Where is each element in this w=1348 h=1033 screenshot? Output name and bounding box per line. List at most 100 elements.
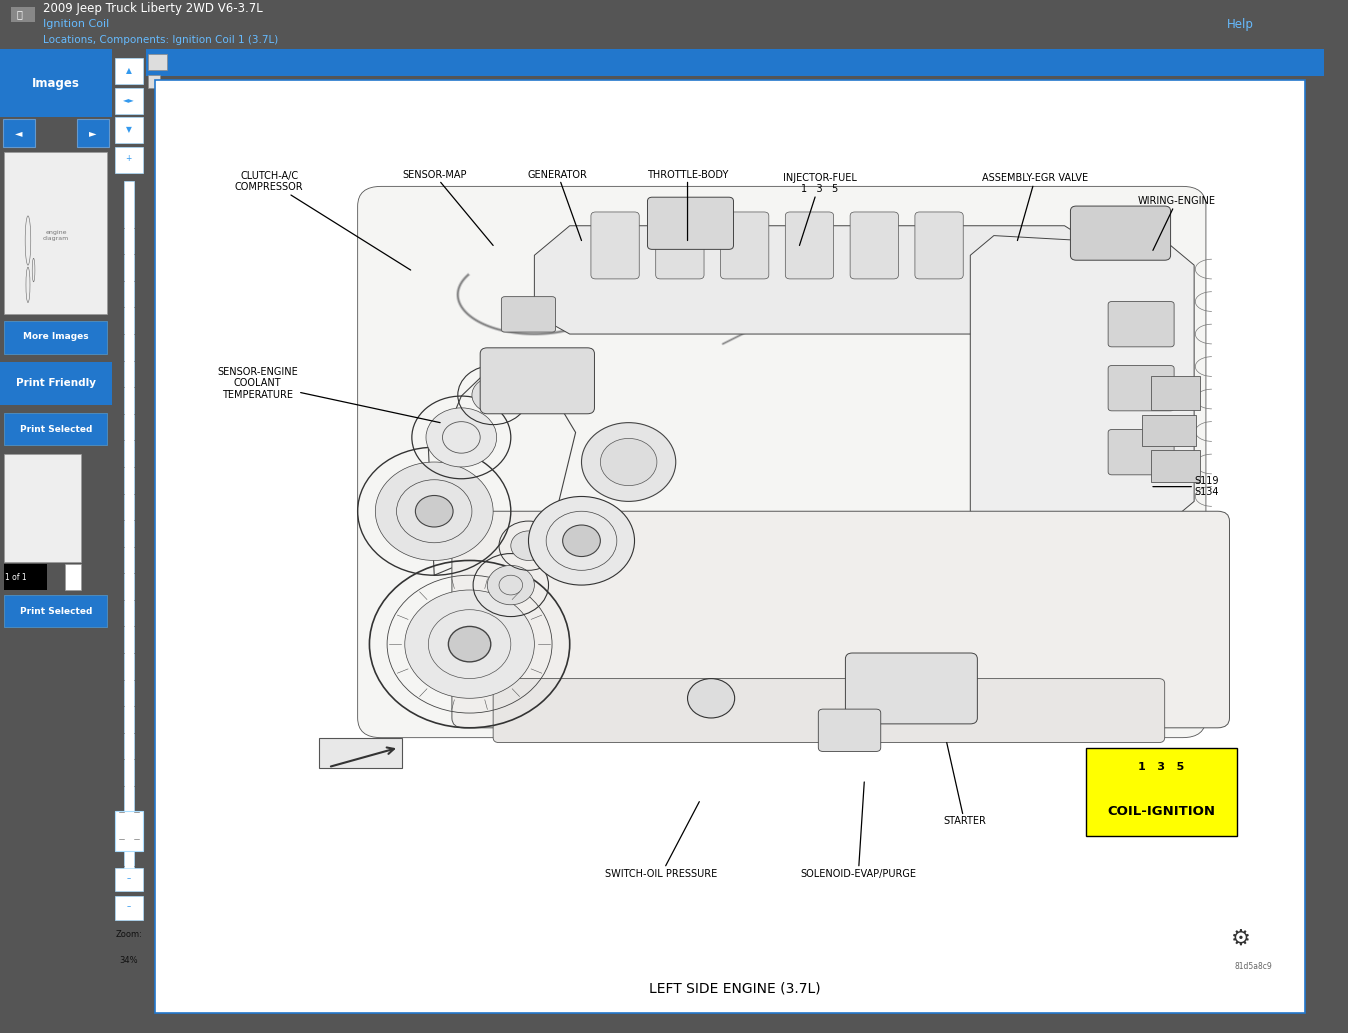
Text: Print Selected: Print Selected bbox=[20, 425, 92, 434]
Polygon shape bbox=[971, 236, 1194, 531]
FancyBboxPatch shape bbox=[357, 186, 1206, 738]
Circle shape bbox=[449, 626, 491, 662]
FancyBboxPatch shape bbox=[1151, 450, 1200, 481]
Text: Images: Images bbox=[32, 76, 80, 90]
FancyBboxPatch shape bbox=[4, 413, 108, 445]
FancyBboxPatch shape bbox=[11, 7, 35, 22]
FancyBboxPatch shape bbox=[115, 118, 143, 143]
Text: +: + bbox=[125, 154, 132, 163]
FancyBboxPatch shape bbox=[4, 595, 108, 627]
Text: 1   3   5: 1 3 5 bbox=[1138, 762, 1185, 773]
FancyBboxPatch shape bbox=[148, 75, 159, 88]
Text: Help: Help bbox=[1227, 18, 1254, 31]
FancyBboxPatch shape bbox=[115, 897, 143, 919]
Circle shape bbox=[487, 565, 534, 604]
FancyBboxPatch shape bbox=[318, 738, 403, 769]
FancyBboxPatch shape bbox=[1070, 206, 1170, 260]
Circle shape bbox=[562, 525, 600, 557]
Text: Print Friendly: Print Friendly bbox=[16, 378, 96, 388]
FancyBboxPatch shape bbox=[0, 362, 112, 405]
Circle shape bbox=[404, 590, 534, 698]
Text: More Images: More Images bbox=[23, 333, 89, 342]
Text: WIRING-ENGINE: WIRING-ENGINE bbox=[1138, 196, 1216, 250]
Text: Zoom:: Zoom: bbox=[116, 930, 142, 939]
FancyBboxPatch shape bbox=[647, 197, 733, 249]
Text: ASSEMBLY-EGR VALVE: ASSEMBLY-EGR VALVE bbox=[983, 174, 1088, 241]
FancyBboxPatch shape bbox=[1085, 748, 1236, 836]
Text: SENSOR-ENGINE
COOLANT
TEMPERATURE: SENSOR-ENGINE COOLANT TEMPERATURE bbox=[217, 367, 439, 422]
FancyBboxPatch shape bbox=[115, 868, 143, 891]
Text: 81d5a8c9: 81d5a8c9 bbox=[1235, 962, 1273, 971]
FancyBboxPatch shape bbox=[4, 455, 81, 562]
Text: LEFT SIDE ENGINE (3.7L): LEFT SIDE ENGINE (3.7L) bbox=[648, 981, 821, 996]
FancyBboxPatch shape bbox=[124, 182, 133, 871]
FancyBboxPatch shape bbox=[786, 212, 833, 279]
Circle shape bbox=[581, 422, 675, 501]
FancyBboxPatch shape bbox=[4, 321, 108, 353]
Text: engine
diagram: engine diagram bbox=[43, 230, 69, 241]
Text: CLUTCH-A/C
COMPRESSOR: CLUTCH-A/C COMPRESSOR bbox=[235, 170, 411, 270]
FancyBboxPatch shape bbox=[1108, 302, 1174, 347]
Text: –: – bbox=[127, 903, 131, 911]
Text: –: – bbox=[127, 874, 131, 883]
FancyBboxPatch shape bbox=[3, 120, 35, 147]
FancyBboxPatch shape bbox=[655, 212, 704, 279]
FancyBboxPatch shape bbox=[851, 212, 898, 279]
FancyBboxPatch shape bbox=[115, 59, 143, 84]
Text: 1 of 1: 1 of 1 bbox=[5, 572, 27, 582]
Text: INJECTOR-FUEL
1   3   5: INJECTOR-FUEL 1 3 5 bbox=[783, 173, 856, 246]
Circle shape bbox=[426, 408, 496, 467]
FancyBboxPatch shape bbox=[480, 348, 594, 414]
Circle shape bbox=[600, 438, 656, 486]
Text: STARTER: STARTER bbox=[944, 743, 985, 826]
Text: 34%: 34% bbox=[120, 956, 137, 965]
FancyBboxPatch shape bbox=[590, 212, 639, 279]
Circle shape bbox=[375, 462, 493, 561]
Text: ▲: ▲ bbox=[125, 66, 132, 74]
FancyBboxPatch shape bbox=[115, 147, 143, 173]
FancyBboxPatch shape bbox=[501, 296, 555, 332]
FancyBboxPatch shape bbox=[115, 812, 143, 851]
Text: 🚗: 🚗 bbox=[16, 9, 22, 20]
FancyBboxPatch shape bbox=[818, 709, 880, 751]
FancyBboxPatch shape bbox=[452, 511, 1229, 728]
Polygon shape bbox=[534, 226, 1112, 334]
Circle shape bbox=[415, 496, 453, 527]
Text: ▼: ▼ bbox=[125, 125, 132, 134]
FancyBboxPatch shape bbox=[77, 120, 109, 147]
FancyBboxPatch shape bbox=[155, 80, 1305, 1013]
Text: COIL-IGNITION: COIL-IGNITION bbox=[1107, 805, 1215, 818]
FancyBboxPatch shape bbox=[1151, 376, 1200, 410]
FancyBboxPatch shape bbox=[146, 49, 1324, 76]
FancyBboxPatch shape bbox=[115, 88, 143, 114]
FancyBboxPatch shape bbox=[493, 679, 1165, 743]
Text: ◄: ◄ bbox=[15, 128, 23, 138]
Text: THROTTLE-BODY: THROTTLE-BODY bbox=[647, 169, 728, 241]
Circle shape bbox=[687, 679, 735, 718]
FancyBboxPatch shape bbox=[4, 564, 47, 590]
FancyBboxPatch shape bbox=[148, 55, 167, 70]
FancyBboxPatch shape bbox=[1142, 415, 1197, 446]
Text: Print Selected: Print Selected bbox=[20, 607, 92, 616]
FancyBboxPatch shape bbox=[915, 212, 964, 279]
Circle shape bbox=[528, 497, 635, 585]
Circle shape bbox=[511, 531, 546, 561]
FancyBboxPatch shape bbox=[65, 564, 81, 590]
Text: ►: ► bbox=[89, 128, 97, 138]
Text: SOLENOID-EVAP/PURGE: SOLENOID-EVAP/PURGE bbox=[801, 782, 917, 878]
Text: ⚙: ⚙ bbox=[1231, 929, 1251, 948]
FancyBboxPatch shape bbox=[845, 653, 977, 724]
FancyBboxPatch shape bbox=[1108, 430, 1174, 475]
Text: 2009 Jeep Truck Liberty 2WD V6-3.7L: 2009 Jeep Truck Liberty 2WD V6-3.7L bbox=[43, 2, 263, 15]
Text: Locations, Components: Ignition Coil 1 (3.7L): Locations, Components: Ignition Coil 1 (… bbox=[43, 35, 279, 44]
FancyBboxPatch shape bbox=[721, 212, 768, 279]
Text: Ignition Coil: Ignition Coil bbox=[43, 20, 109, 29]
Text: SWITCH-OIL PRESSURE: SWITCH-OIL PRESSURE bbox=[605, 802, 717, 878]
Text: GENERATOR: GENERATOR bbox=[528, 169, 588, 241]
Text: ◄►: ◄► bbox=[123, 95, 135, 104]
Circle shape bbox=[472, 377, 515, 413]
Text: S119
S134: S119 S134 bbox=[1153, 476, 1219, 498]
FancyBboxPatch shape bbox=[1108, 366, 1174, 411]
Text: SENSOR-MAP: SENSOR-MAP bbox=[402, 169, 493, 246]
FancyBboxPatch shape bbox=[0, 49, 112, 118]
